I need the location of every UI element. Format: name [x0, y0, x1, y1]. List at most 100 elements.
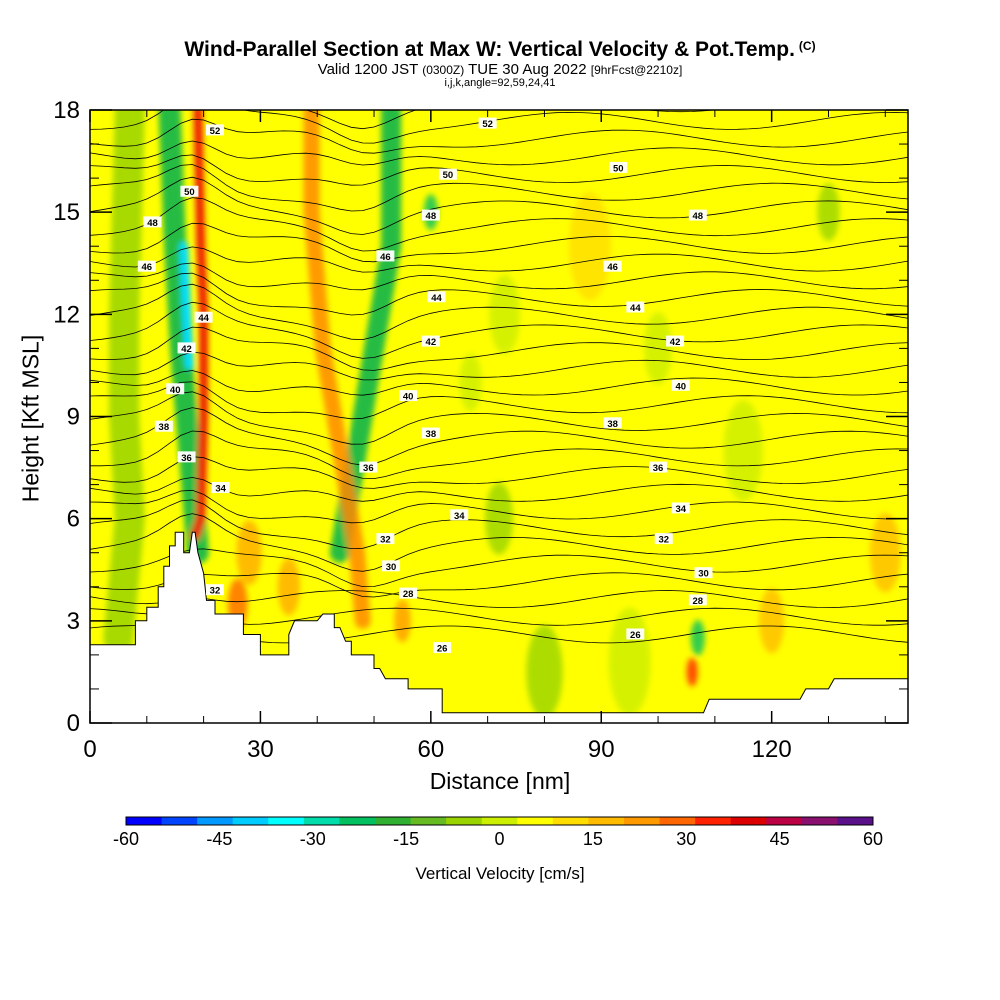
colorbar-swatch — [481, 817, 518, 825]
colorbar-frame — [125, 816, 874, 826]
contour-label: 38 — [154, 420, 173, 433]
contour-label: 52 — [205, 124, 224, 137]
colorbar-swatch — [268, 817, 305, 825]
theta-contour — [90, 456, 908, 489]
colorbar-swatch — [766, 817, 803, 825]
theta-contour — [90, 513, 908, 572]
contour-label-text: 40 — [675, 381, 686, 392]
theta-contour — [90, 430, 908, 480]
contour-label: 28 — [688, 594, 707, 607]
contour-label: 50 — [180, 185, 199, 198]
contour-label-text: 30 — [386, 562, 397, 573]
contour-label: 30 — [694, 567, 713, 580]
contour-label-text: 50 — [613, 163, 624, 174]
contour-label-text: 34 — [675, 504, 686, 515]
theta-contour — [90, 499, 908, 550]
colorbar-swatch — [161, 817, 198, 825]
contour-label-box — [359, 461, 378, 473]
contour-label: 26 — [626, 628, 645, 641]
contour-label: 52 — [478, 117, 497, 130]
x-tick-label: 60 — [417, 736, 444, 763]
contour-label: 46 — [137, 260, 156, 273]
contour-label-text: 52 — [482, 119, 493, 130]
contour-label-box — [671, 379, 690, 391]
contour-label-box — [154, 420, 173, 432]
colorbar-tick-label: -45 — [206, 829, 232, 849]
colorbar-swatch — [801, 817, 838, 825]
contour-label-text: 38 — [607, 419, 618, 430]
colorbar-swatch — [517, 817, 554, 825]
colorbar-swatch — [659, 817, 696, 825]
contour-label-box — [421, 427, 440, 439]
contour-label-box — [177, 451, 196, 463]
theta-contour — [90, 351, 908, 381]
contour-label-text: 28 — [403, 589, 414, 600]
contour-label: 48 — [688, 209, 707, 222]
contour-label: 34 — [671, 502, 690, 515]
contour-label: 36 — [177, 451, 196, 464]
contour-label-box — [603, 260, 622, 272]
theta-contour — [90, 381, 908, 420]
contour-label-box — [688, 209, 707, 221]
contour-label-text: 30 — [698, 569, 709, 580]
colorbar-swatch — [588, 817, 625, 825]
theta-contour — [90, 301, 908, 359]
contour-label: 40 — [166, 383, 185, 396]
contour-label-text: 32 — [380, 535, 391, 546]
velocity-patch — [869, 513, 901, 593]
contour-label-box — [609, 161, 628, 173]
y-tick-label: 9 — [67, 404, 80, 431]
contour-label: 44 — [427, 291, 446, 304]
y-tick-label: 12 — [53, 301, 80, 328]
contour-label-text: 42 — [181, 344, 192, 355]
contour-label-text: 26 — [437, 644, 448, 655]
theta-contour — [90, 407, 908, 466]
chart-subtitle: Valid 1200 JST (0300Z) TUE 30 Aug 2022 [… — [317, 61, 683, 78]
contour-label-text: 44 — [431, 293, 442, 304]
x-tick-label: 0 — [83, 736, 96, 763]
theta-contour — [90, 272, 908, 316]
contour-label-box — [694, 567, 713, 579]
colorbar-swatch — [126, 817, 163, 825]
theta-contour — [90, 370, 908, 396]
colorbar-swatch — [410, 817, 447, 825]
theta-contour — [90, 197, 908, 252]
theta-contour — [90, 140, 908, 166]
contour-label-text: 42 — [426, 337, 437, 348]
contour-label-box — [626, 301, 645, 313]
contour-label-box — [177, 342, 196, 354]
theta-contour — [90, 326, 908, 371]
theta-contour — [90, 391, 908, 445]
theta-contour — [90, 548, 908, 588]
contour-label-text: 42 — [670, 337, 681, 348]
velocity-patch — [690, 619, 705, 656]
contour-label-text: 40 — [170, 385, 181, 396]
weak-downdraft-band — [103, 110, 145, 653]
y-tick-label: 6 — [67, 506, 80, 533]
contour-label-box — [376, 533, 395, 545]
contour-label-box — [180, 185, 199, 197]
y-tick-label: 3 — [67, 608, 80, 635]
chart-title: Wind-Parallel Section at Max W: Vertical… — [184, 38, 816, 61]
contour-label: 34 — [211, 482, 230, 495]
theta-contour — [90, 246, 908, 273]
theta-contour — [90, 283, 908, 341]
contour-label: 28 — [399, 587, 418, 600]
contour-label-text: 38 — [159, 422, 170, 433]
velocity-patch — [394, 599, 411, 643]
contour-label: 44 — [626, 301, 645, 314]
contour-label-box — [211, 482, 230, 494]
velocity-patch — [686, 657, 698, 687]
contour-label: 32 — [376, 533, 395, 546]
colorbar-swatch — [837, 817, 874, 825]
contour-label-box — [194, 311, 213, 323]
contour-label-text: 38 — [426, 429, 437, 440]
contour-label-text: 48 — [693, 211, 704, 222]
x-axis: 0 30 60 90 120 — [83, 110, 886, 763]
contour-label-box — [626, 628, 645, 640]
colorbar-swatch — [446, 817, 483, 825]
colorbar-swatch — [197, 817, 234, 825]
contour-label-box — [421, 209, 440, 221]
contour-label-box — [450, 509, 469, 521]
